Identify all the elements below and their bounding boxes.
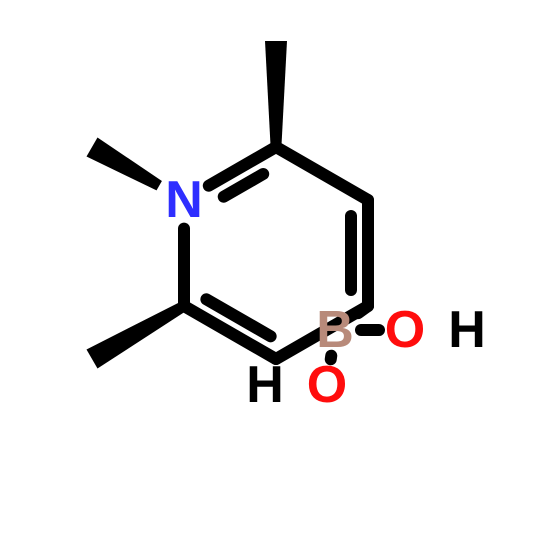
atom-N: N [165,171,203,229]
atom-B: B [316,301,354,359]
wedge-bond [87,137,162,190]
atom-H: H [448,301,486,359]
molecule-diagram: NBOHHO [0,0,533,533]
bond [276,147,368,200]
wedge-bond [87,301,187,368]
bond [358,306,368,313]
atom-H: H [246,356,284,414]
atom-O: O [385,301,425,359]
atom-O: O [307,356,347,414]
wedge-bond [265,41,287,147]
